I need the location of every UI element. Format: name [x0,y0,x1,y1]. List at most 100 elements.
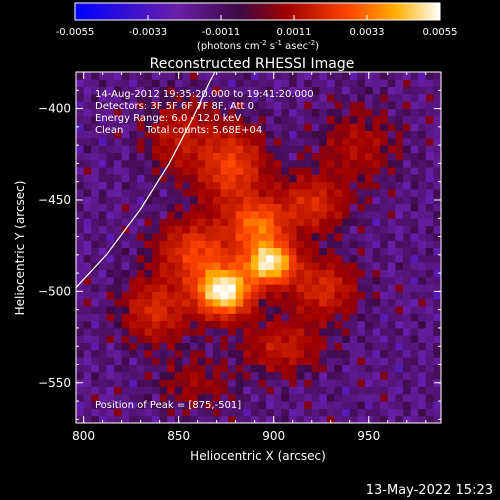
heatmap-cell [106,342,115,351]
heatmap-cell [288,393,298,402]
heatmap-cell [372,313,381,322]
heatmap-cell [136,379,145,387]
heatmap-cell [243,123,252,131]
heatmap-cell [319,269,328,278]
heatmap-cell [228,357,237,365]
heatmap-cell [372,159,381,168]
heatmap-cell [273,167,282,175]
heatmap-cell [387,386,396,395]
heatmap-cell [433,371,441,380]
heatmap-cell [144,327,153,336]
heatmap-cell [121,247,130,256]
heatmap-cell [266,247,275,256]
heatmap-cell [205,393,214,402]
heatmap-cell [319,152,328,161]
heatmap-cell [235,306,244,314]
heatmap-cell [98,269,107,278]
heatmap-cell [349,342,358,351]
heatmap-cell [83,72,92,80]
heatmap-cell [357,298,366,307]
heatmap-cell [129,240,138,248]
heatmap-cell [76,115,85,124]
heatmap-cell [220,130,229,139]
heatmap-cell [114,159,123,168]
heatmap-cell [136,298,145,307]
heatmap-cell [304,298,313,307]
heatmap-cell [129,327,138,336]
heatmap-cell [190,86,199,95]
heatmap-cell [357,145,366,153]
heatmap-cell [418,130,427,139]
heatmap-cell [152,86,161,95]
heatmap-cell [380,386,389,395]
heatmap-cell [205,371,214,380]
heatmap-cell [220,276,229,285]
heatmap-cell [205,93,214,102]
heatmap-cell [349,386,358,395]
heatmap-cell [357,335,366,344]
heatmap-cell [418,276,427,285]
heatmap-cell [357,401,366,409]
heatmap-cell [296,371,305,380]
heatmap-cell [364,101,374,110]
heatmap-cell [380,313,389,322]
heatmap-cell [243,210,252,219]
heatmap-cell [167,379,176,387]
heatmap-cell [311,174,320,183]
heatmap-cell [197,371,206,380]
heatmap-cell [296,357,305,365]
heatmap-cell [106,240,115,248]
heatmap-cell [410,145,419,153]
heatmap-cell [387,232,396,241]
heatmap-cell [395,167,404,175]
heatmap-cell [114,320,123,329]
heatmap-cell [334,262,343,270]
heatmap-cell [144,393,153,402]
heatmap-cell [364,181,374,190]
heatmap-cell [372,298,381,307]
heatmap-cell [205,225,214,234]
heatmap-cell [372,167,381,175]
heatmap-cell [342,349,351,358]
heatmap-cell [197,262,206,270]
heatmap-cell [281,379,290,387]
heatmap-cell [395,306,404,314]
heatmap-cell [114,364,123,373]
heatmap-cell [357,269,366,278]
heatmap-cell [220,371,229,380]
heatmap-cell [91,393,100,402]
heatmap-cell [250,247,259,256]
heatmap-cell [250,408,259,417]
heatmap-cell [402,386,412,395]
heatmap-cell [220,335,229,344]
heatmap-cell [319,371,328,380]
heatmap-cell [174,269,183,278]
heatmap-cell [212,108,221,117]
heatmap-cell [273,269,282,278]
heatmap-cell [425,401,434,409]
heatmap-cell [296,159,305,168]
heatmap-cell [205,262,214,270]
heatmap-cell [311,108,320,117]
heatmap-cell [228,225,237,234]
heatmap-cell [136,93,145,102]
heatmap-cell [319,123,328,131]
heatmap-cell [342,240,351,248]
heatmap-cell [380,108,389,117]
heatmap-cell [342,123,351,131]
annotation-total-counts: Total counts: 5.68E+04 [145,125,262,136]
heatmap-cell [114,254,123,263]
heatmap-cell [197,240,206,248]
heatmap-cell [304,408,313,417]
heatmap-cell [228,298,237,307]
heatmap-cell [129,203,138,212]
heatmap-cell [357,137,366,146]
heatmap-cell [250,196,259,205]
heatmap-cell [152,320,161,329]
heatmap-cell [190,306,199,314]
heatmap-cell [349,254,358,263]
heatmap-cell [342,313,351,322]
heatmap-cell [395,203,404,212]
heatmap-cell [410,408,419,417]
heatmap-cell [281,262,290,270]
